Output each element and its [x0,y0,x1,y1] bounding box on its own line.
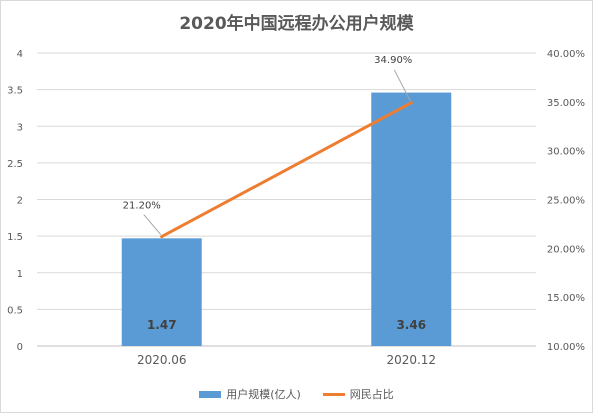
y2-tick-label: 30.00% [547,147,585,158]
bar-value-label: 1.47 [147,318,177,332]
line-point [160,235,164,239]
chart-legend: 用户规模(亿人) 网民占比 [1,386,592,402]
label-leader [143,214,162,235]
y2-tick-label: 20.00% [547,244,585,255]
label-leader [393,69,411,102]
legend-swatch-share [322,392,345,396]
legend-label-users: 用户规模(亿人) [226,388,301,401]
y2-tick-label: 15.00% [547,293,585,304]
y-tick-label: 3.5 [7,86,23,97]
y2-tick-label: 40.00% [547,49,585,60]
y2-tick-label: 35.00% [547,98,585,109]
line-value-label: 21.20% [123,201,161,212]
x-tick-label: 2020.12 [386,353,436,367]
y-tick-label: 4 [17,49,23,60]
y-tick-label: 2 [17,196,23,207]
x-tick-label: 2020.06 [137,353,187,367]
y2-tick-label: 10.00% [547,342,585,353]
bar [371,92,452,347]
y-tick-label: 1.5 [7,232,23,243]
bar [121,238,202,346]
legend-item-share: 网民占比 [322,386,394,402]
y-tick-label: 2.5 [7,159,23,170]
y-tick-label: 0.5 [7,305,23,316]
legend-swatch-users [199,390,222,398]
y-tick-label: 1 [17,269,23,280]
legend-item-users: 用户规模(亿人) [199,386,301,402]
line-point [409,101,413,105]
chart-title: 2020年中国远程办公用户规模 [179,14,414,34]
y2-tick-label: 25.00% [547,196,585,207]
line-value-label: 34.90% [374,55,412,66]
legend-label-share: 网民占比 [349,388,394,401]
series-line [160,101,413,239]
bar-value-label: 3.46 [396,318,426,332]
y-tick-label: 0 [17,342,23,353]
y-tick-label: 3 [17,122,23,133]
